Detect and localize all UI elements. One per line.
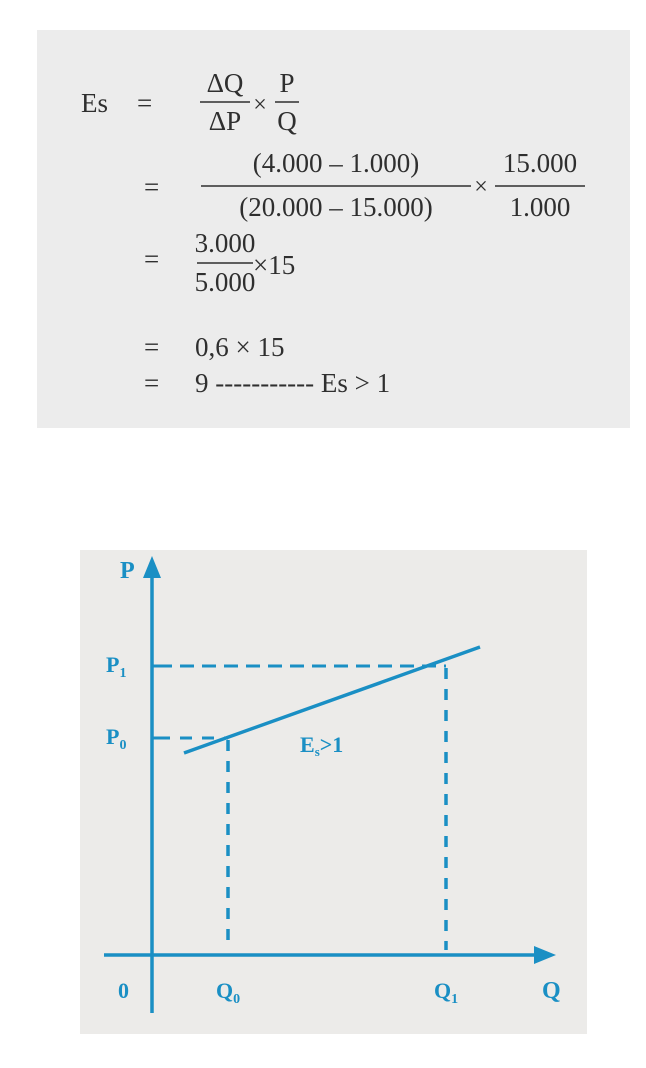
p1-label: P1 [106,652,126,681]
equals-sign-2: = [144,172,159,202]
line2-frac1-numerator: (4.000 – 1.000) [253,148,419,178]
supply-elasticity-graph-panel: P Q 0 P1 P0 Q0 Q1 Es>1 [80,550,587,1034]
line1-times: × [253,92,267,118]
x-axis-arrowhead [534,946,556,964]
origin-label: 0 [118,978,129,1003]
line2-frac1-denominator: (20.000 – 15.000) [239,192,432,222]
equals-sign-3: = [144,244,159,274]
line2-frac2-numerator: 15.000 [503,148,577,178]
elasticity-formula: Es = ΔQ ΔP × P Q = (4.000 – 1.000) (20.0… [81,68,585,398]
line1-frac2-numerator: P [279,68,294,98]
supply-elasticity-graph: P Q 0 P1 P0 Q0 Q1 Es>1 [104,556,561,1013]
line3-denominator: 5.000 [195,267,256,297]
q0-label: Q0 [216,978,240,1007]
y-axis-label: P [120,558,135,584]
line4-expression: 0,6 × 15 [195,332,284,362]
formula-lhs: Es [81,88,108,118]
q1-label: Q1 [434,978,458,1007]
line1-frac1-denominator: ΔP [209,106,241,136]
curve-elasticity-label: Es>1 [300,732,343,759]
line2-times: × [474,174,488,200]
x-axis-label: Q [542,978,561,1004]
line3-times-15: ×15 [253,250,295,280]
line1-frac2-denominator: Q [277,106,297,136]
line2-frac2-denominator: 1.000 [510,192,571,222]
p0-label: P0 [106,724,126,753]
line5-result: 9 ----------- Es > 1 [195,368,390,398]
line3-numerator: 3.000 [195,228,256,258]
y-axis-arrowhead [143,556,161,578]
line1-frac1-numerator: ΔQ [207,68,244,98]
equals-sign-4: = [144,332,159,362]
formula-panel: Es = ΔQ ΔP × P Q = (4.000 – 1.000) (20.0… [37,30,630,428]
equals-sign-1: = [137,88,152,118]
equals-sign-5: = [144,368,159,398]
